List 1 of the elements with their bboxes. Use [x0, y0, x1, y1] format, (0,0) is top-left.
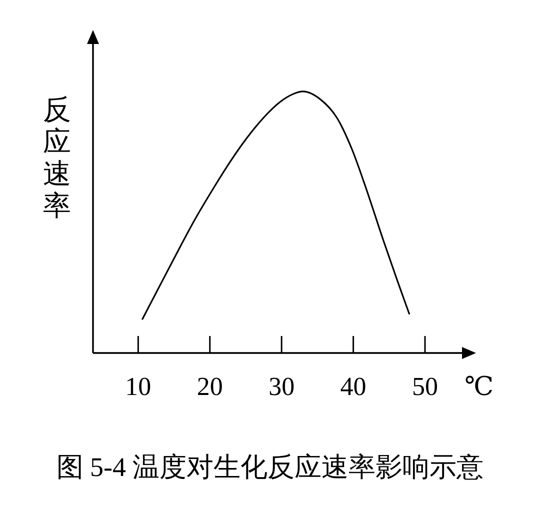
title: 图 5-4 温度对生化反应速率影响示意	[56, 452, 484, 482]
